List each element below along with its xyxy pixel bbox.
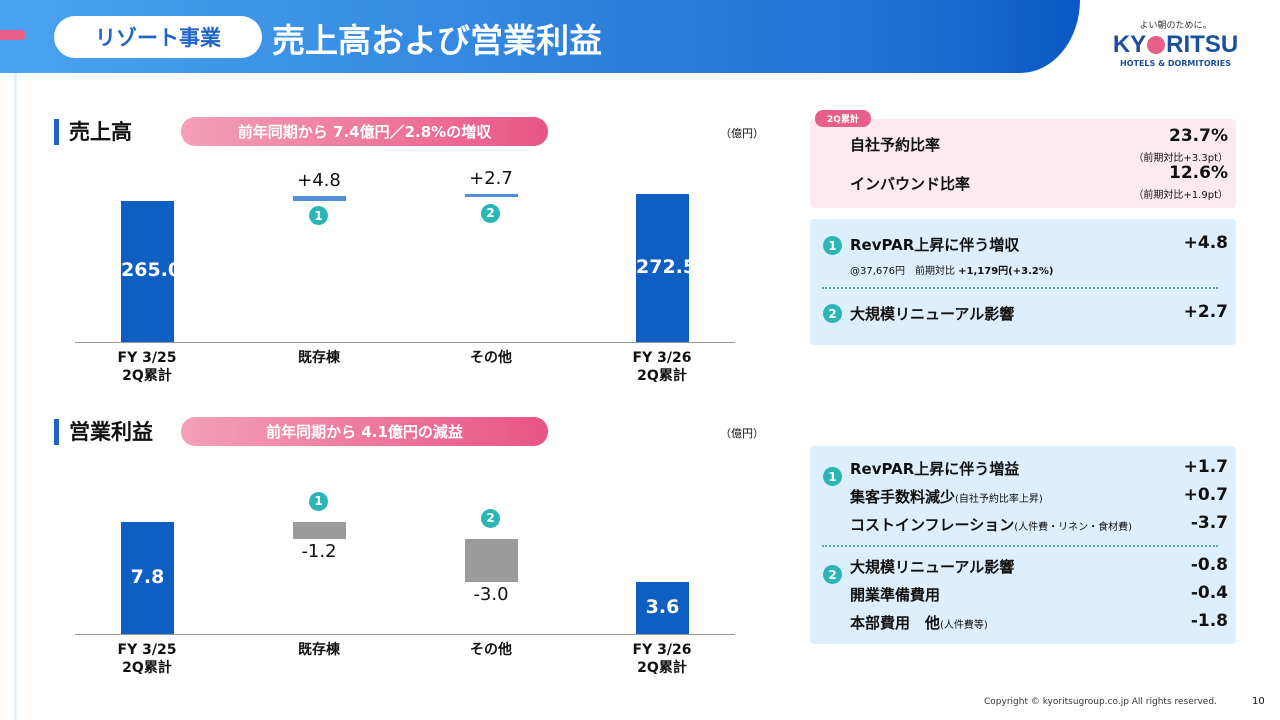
marker-1: 1 [823, 236, 842, 255]
factor-label: コストインフレーション [850, 516, 1015, 534]
kpi-label: インバウンド比率 [850, 175, 971, 193]
data-label: 265.0 [121, 259, 182, 282]
factor-value: -3.7 [1190, 513, 1228, 533]
factor-row: コストインフレーション(人件費・リネン・食材費) [850, 514, 1132, 535]
factor-sub-a: @37,676円 前期対比 [850, 266, 959, 277]
category-label: 既存棟 [298, 350, 340, 366]
bar-2 [465, 538, 518, 583]
data-label: -1.2 [301, 540, 337, 562]
factor-row: 大規模リニューアル影響 [850, 556, 1014, 577]
factor-value: +4.8 [1183, 233, 1228, 253]
profit-badge: 前年同期から 4.1億円の減益 [181, 417, 548, 446]
kpi-note: （前期対比+1.9pt） [1133, 190, 1228, 201]
accent-tab [0, 30, 26, 40]
copyright: Copyright © kyoritsugroup.co.jp All righ… [984, 697, 1217, 707]
factor-label: 本部費用 他 [850, 614, 941, 632]
factor-label: 大規模リニューアル影響 [850, 558, 1015, 576]
bar-1 [293, 196, 346, 201]
data-label: 7.8 [130, 565, 165, 588]
category-label: FY 3/25 2Q累計 [117, 642, 177, 676]
profit-heading: 営業利益 [54, 419, 153, 445]
bar-1 [293, 521, 346, 539]
data-label: -3.0 [473, 584, 509, 606]
left-accent-line [14, 73, 17, 720]
factor-label: 集客手数料減少 [850, 488, 956, 506]
page-number: 10 [1252, 696, 1265, 707]
factor-value: -1.8 [1190, 611, 1228, 631]
factor-label: RevPAR上昇に伴う増収 [850, 236, 1020, 254]
category-label: FY 3/26 2Q累計 [632, 350, 692, 384]
logo-brand-left: KY [1112, 31, 1147, 58]
factor-value: +0.7 [1183, 485, 1228, 505]
marker-1: 1 [309, 206, 328, 226]
factor-note: (人件費等) [940, 620, 988, 631]
divider [822, 287, 1218, 289]
logo-sub: HOTELS & DORMITORIES [1120, 59, 1231, 68]
factor-label: 大規模リニューアル影響 [850, 305, 1015, 323]
kpi-note: （前期対比+3.3pt） [1133, 153, 1228, 164]
data-label: 3.6 [645, 596, 680, 619]
factor-row: 開業準備費用 [850, 584, 940, 605]
category-label: 既存棟 [298, 642, 340, 658]
factor-row: 本部費用 他(人件費等) [850, 612, 988, 633]
data-label: +2.7 [469, 167, 513, 189]
marker-1: 1 [309, 491, 328, 511]
kyoritsu-logo: よい朝のために。 KY RITSU HOTELS & DORMITORIES [1108, 18, 1243, 68]
sales-heading: 売上高 [54, 119, 132, 145]
sales-factors-panel [810, 219, 1236, 345]
factor-sub-b: +1,179円(+3.2%) [958, 266, 1054, 277]
profit-unit: （億円） [720, 427, 764, 440]
x-axis [75, 342, 735, 343]
factor-note: (人件費・リネン・食材費) [1014, 522, 1133, 533]
category-label: FY 3/25 2Q累計 [117, 350, 177, 384]
factor-note: (自社予約比率上昇) [955, 494, 1043, 505]
logo-tagline: よい朝のために。 [1139, 21, 1212, 31]
category-label: FY 3/26 2Q累計 [632, 642, 692, 676]
factor-row: RevPAR上昇に伴う増益 [850, 458, 1019, 479]
factor-value: -0.4 [1190, 583, 1228, 603]
category-label: その他 [470, 350, 512, 366]
kpi-value: 23.7% [1169, 126, 1228, 146]
marker-2: 2 [823, 304, 842, 323]
sales-badge: 前年同期から 7.4億円／2.8%の増収 [181, 117, 548, 146]
sales-unit: （億円） [720, 127, 764, 140]
marker-2: 2 [481, 203, 500, 223]
bar-3 [636, 193, 689, 342]
kpi-tag: 2Q累計 [815, 110, 871, 127]
factor-label: 開業準備費用 [850, 586, 941, 604]
factor-value: +1.7 [1183, 457, 1228, 477]
section-pill: リゾート事業 [54, 16, 262, 58]
x-axis [75, 634, 735, 635]
factor-sub: @37,676円 前期対比 +1,179円(+3.2%) [850, 262, 1053, 277]
marker-2: 2 [823, 565, 842, 584]
divider [822, 545, 1218, 547]
kpi-label: 自社予約比率 [850, 136, 941, 154]
data-label: +4.8 [297, 170, 341, 192]
bar-0 [121, 200, 174, 342]
logo-sun-icon [1147, 36, 1166, 54]
kpi-panel [810, 119, 1236, 208]
page-title: 売上高および営業利益 [272, 21, 602, 60]
bar-0 [121, 521, 174, 634]
kpi-value: 12.6% [1169, 163, 1228, 183]
factor-value: -0.8 [1190, 555, 1228, 575]
marker-2: 2 [481, 508, 500, 528]
bar-2 [465, 193, 518, 197]
factor-row: 集客手数料減少(自社予約比率上昇) [850, 486, 1043, 507]
bar-3 [636, 582, 689, 634]
factor-label: RevPAR上昇に伴う増益 [850, 460, 1020, 478]
logo-brand-right: RITSU [1166, 31, 1239, 58]
category-label: その他 [470, 642, 512, 658]
data-label: 272.5 [636, 255, 697, 278]
factor-value: +2.7 [1183, 302, 1228, 322]
marker-1: 1 [823, 467, 842, 486]
